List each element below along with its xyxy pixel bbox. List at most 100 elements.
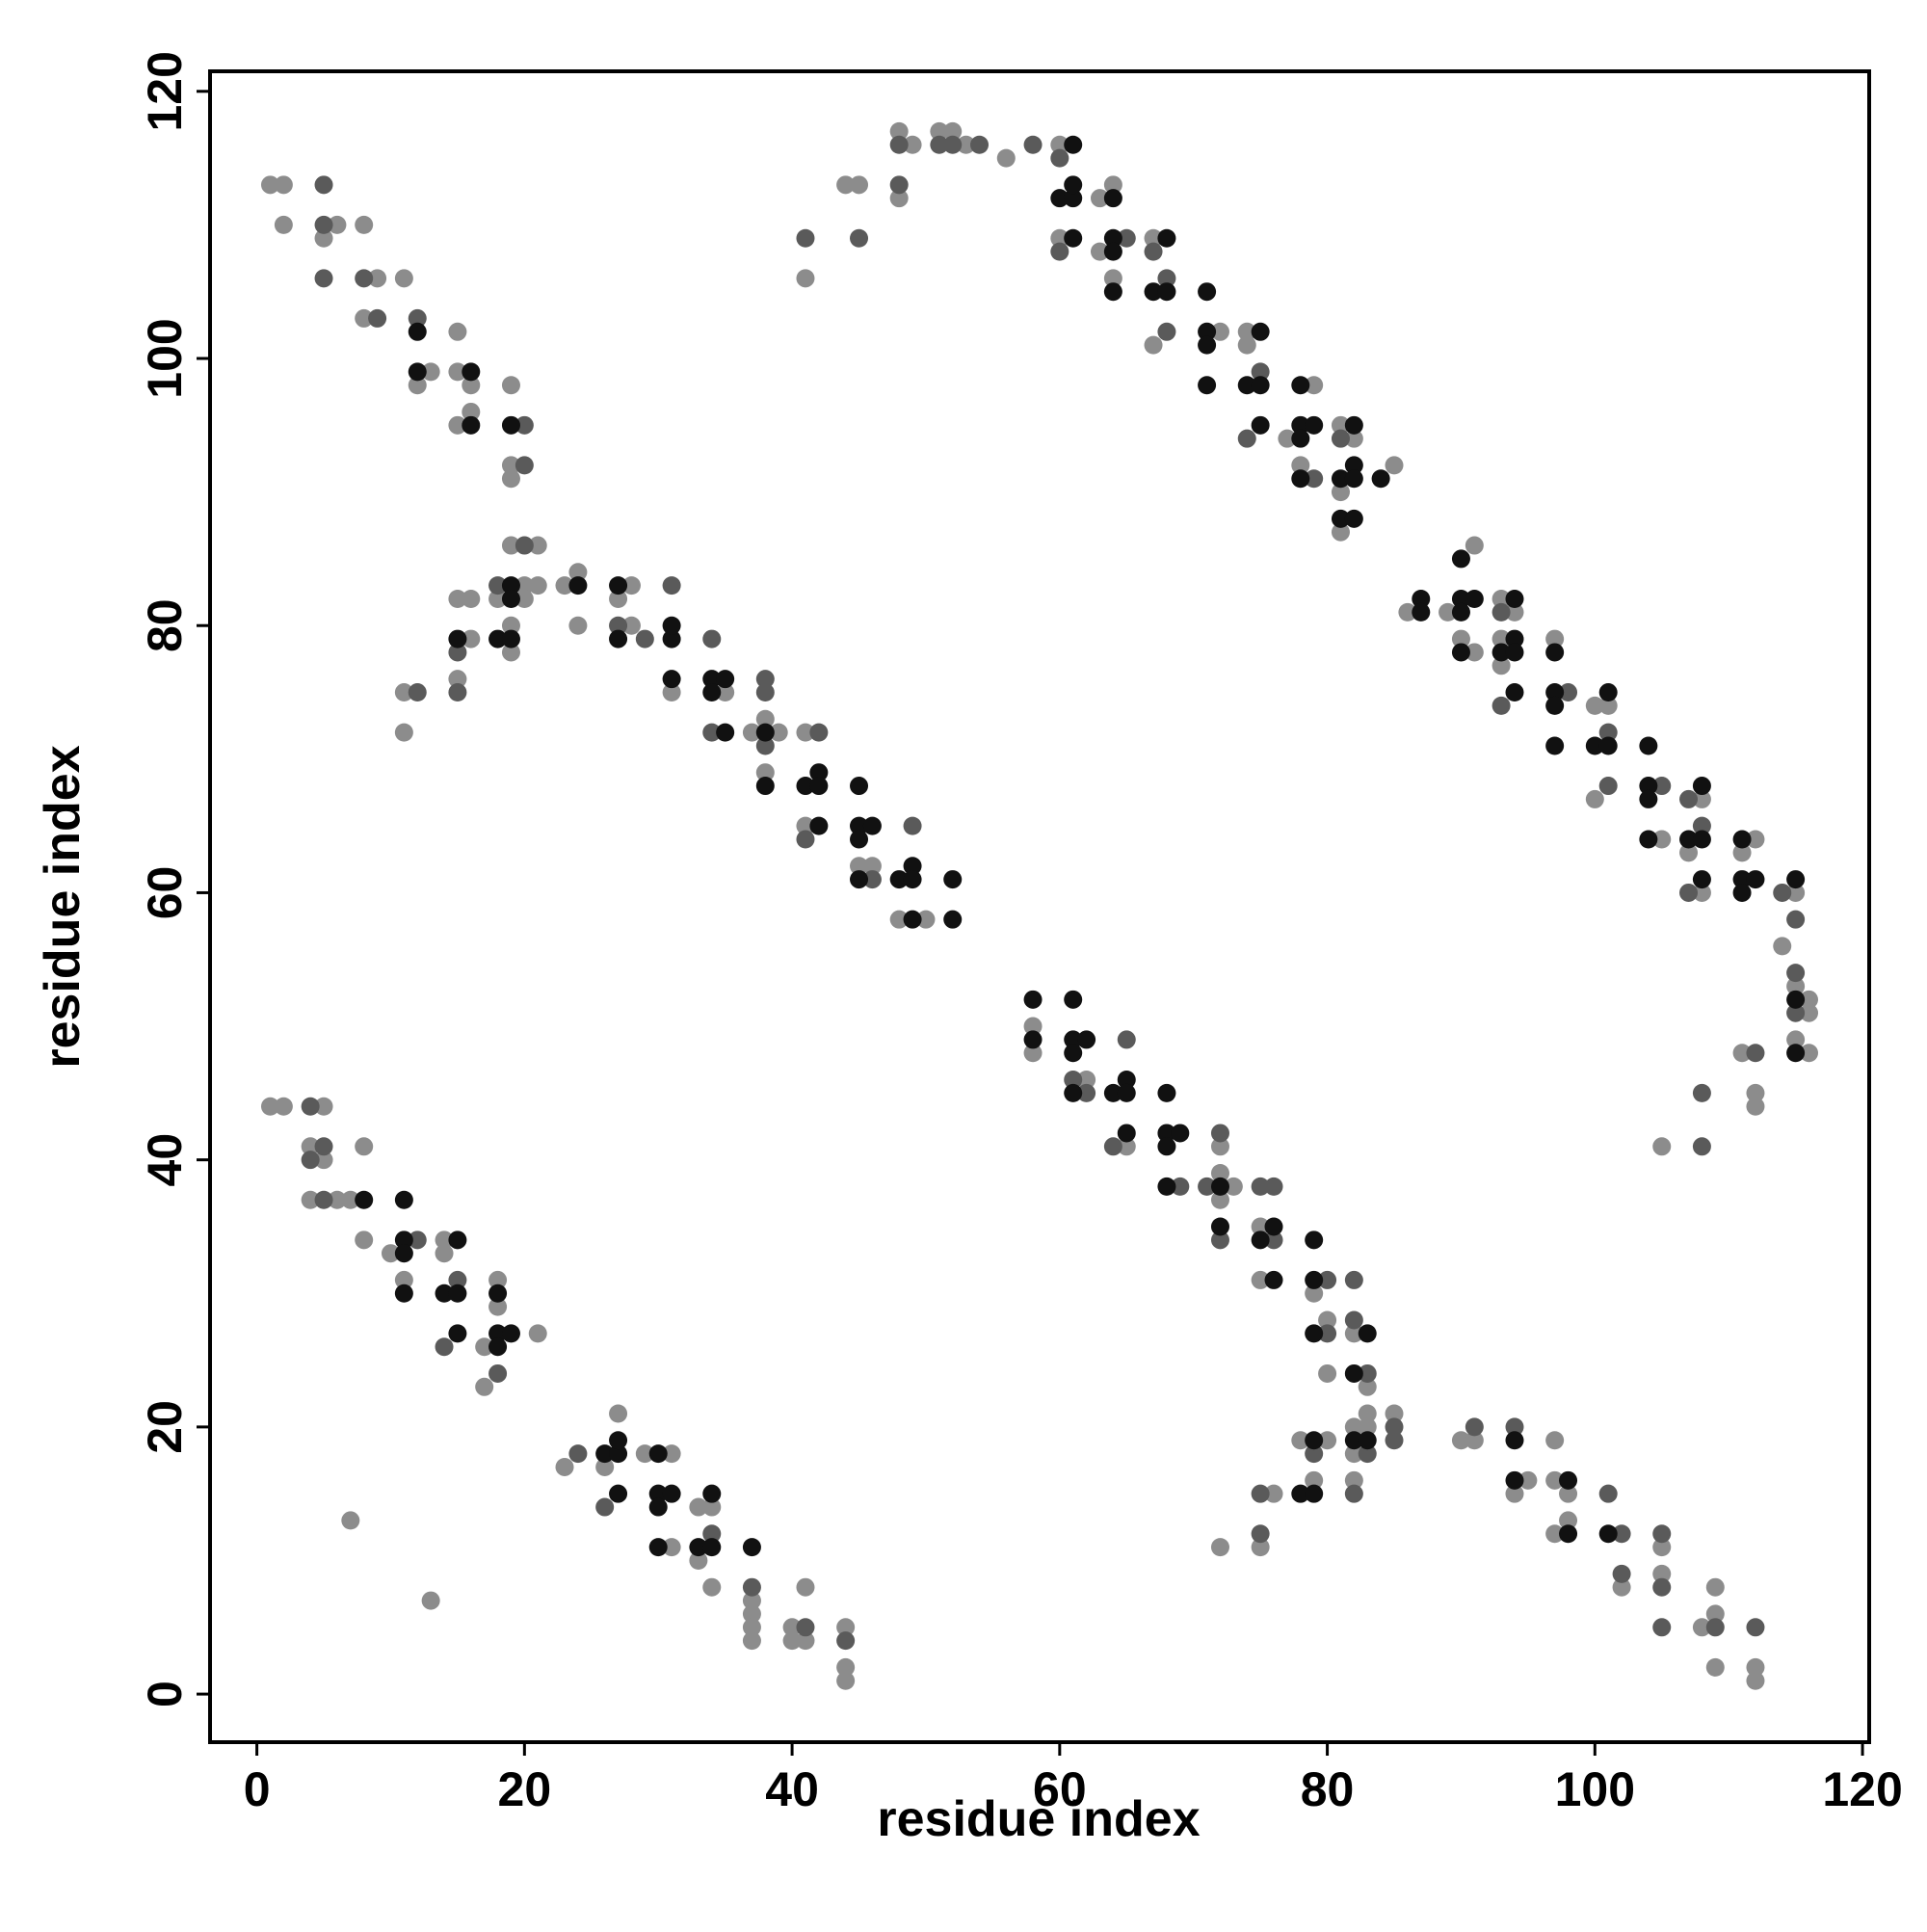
point (1358, 1431, 1377, 1450)
point (501, 415, 520, 435)
point (850, 830, 869, 849)
plot-frame (208, 69, 1871, 1744)
point (1344, 469, 1363, 489)
point (796, 777, 815, 796)
point (1210, 1177, 1229, 1196)
point (1305, 415, 1324, 435)
point (1746, 1044, 1765, 1063)
point (1144, 282, 1163, 302)
point (957, 135, 976, 154)
point (809, 723, 829, 742)
y-tick-label: 80 (138, 598, 192, 652)
point (1692, 777, 1711, 796)
point (1545, 1431, 1565, 1450)
point (1157, 1124, 1176, 1143)
point (1679, 843, 1699, 862)
point (408, 362, 427, 382)
point (1278, 429, 1297, 448)
point (1064, 228, 1083, 248)
x-tick-label: 80 (1301, 1762, 1355, 1816)
point (1491, 696, 1511, 715)
point (1639, 777, 1658, 796)
point (462, 402, 481, 421)
point (609, 590, 628, 609)
point (1251, 1524, 1270, 1544)
point (1103, 282, 1122, 302)
point (716, 670, 735, 689)
point (1237, 322, 1256, 341)
point (528, 536, 547, 555)
point (1505, 1417, 1524, 1437)
point (1652, 1564, 1672, 1583)
point (648, 1538, 668, 1557)
point (1305, 469, 1324, 489)
point (1157, 322, 1176, 341)
point (1451, 590, 1470, 609)
point (1251, 415, 1270, 435)
y-tick-label: 20 (138, 1400, 192, 1454)
point (662, 1444, 681, 1464)
point (1505, 1470, 1524, 1490)
point (448, 643, 467, 662)
point (836, 1631, 856, 1651)
point (1251, 1231, 1270, 1250)
point (1237, 429, 1256, 448)
point (1598, 736, 1618, 755)
point (1732, 843, 1752, 862)
point (381, 1244, 400, 1263)
point (1318, 1270, 1337, 1289)
point (368, 308, 387, 328)
point (809, 763, 829, 782)
point (1103, 269, 1122, 288)
point (702, 1524, 722, 1544)
point (488, 629, 508, 648)
point (301, 1097, 320, 1116)
point (1545, 1470, 1565, 1490)
point (1545, 696, 1565, 715)
point (462, 590, 481, 609)
y-tick-label: 120 (138, 51, 192, 131)
point (1077, 1070, 1096, 1089)
point (355, 215, 374, 234)
point (1090, 189, 1109, 208)
point (435, 1231, 454, 1250)
point (314, 175, 333, 195)
point (1291, 1431, 1310, 1450)
point (1705, 1618, 1725, 1637)
point (1198, 335, 1217, 355)
point (1198, 376, 1217, 395)
point (568, 1444, 588, 1464)
point (1251, 1484, 1270, 1503)
point (1598, 723, 1618, 742)
point (488, 1337, 508, 1357)
point (1465, 536, 1484, 555)
point (702, 670, 722, 689)
point (394, 723, 413, 742)
point (850, 777, 869, 796)
point (448, 322, 467, 341)
point (555, 1457, 574, 1476)
point (1117, 228, 1136, 248)
point (1157, 269, 1176, 288)
point (943, 910, 963, 929)
point (1103, 175, 1122, 195)
point (314, 215, 333, 234)
point (621, 616, 641, 635)
point (501, 456, 520, 475)
point (488, 1297, 508, 1316)
point (1491, 602, 1511, 622)
point (702, 629, 722, 648)
point (1732, 883, 1752, 902)
point (903, 870, 922, 889)
point (702, 1538, 722, 1557)
point (448, 683, 467, 702)
point (1746, 1083, 1765, 1102)
point (1064, 1070, 1083, 1089)
point (850, 816, 869, 835)
point (341, 1190, 360, 1209)
point (435, 1284, 454, 1303)
point (314, 1097, 333, 1116)
point (609, 1404, 628, 1423)
y-tick-label: 0 (138, 1681, 192, 1707)
